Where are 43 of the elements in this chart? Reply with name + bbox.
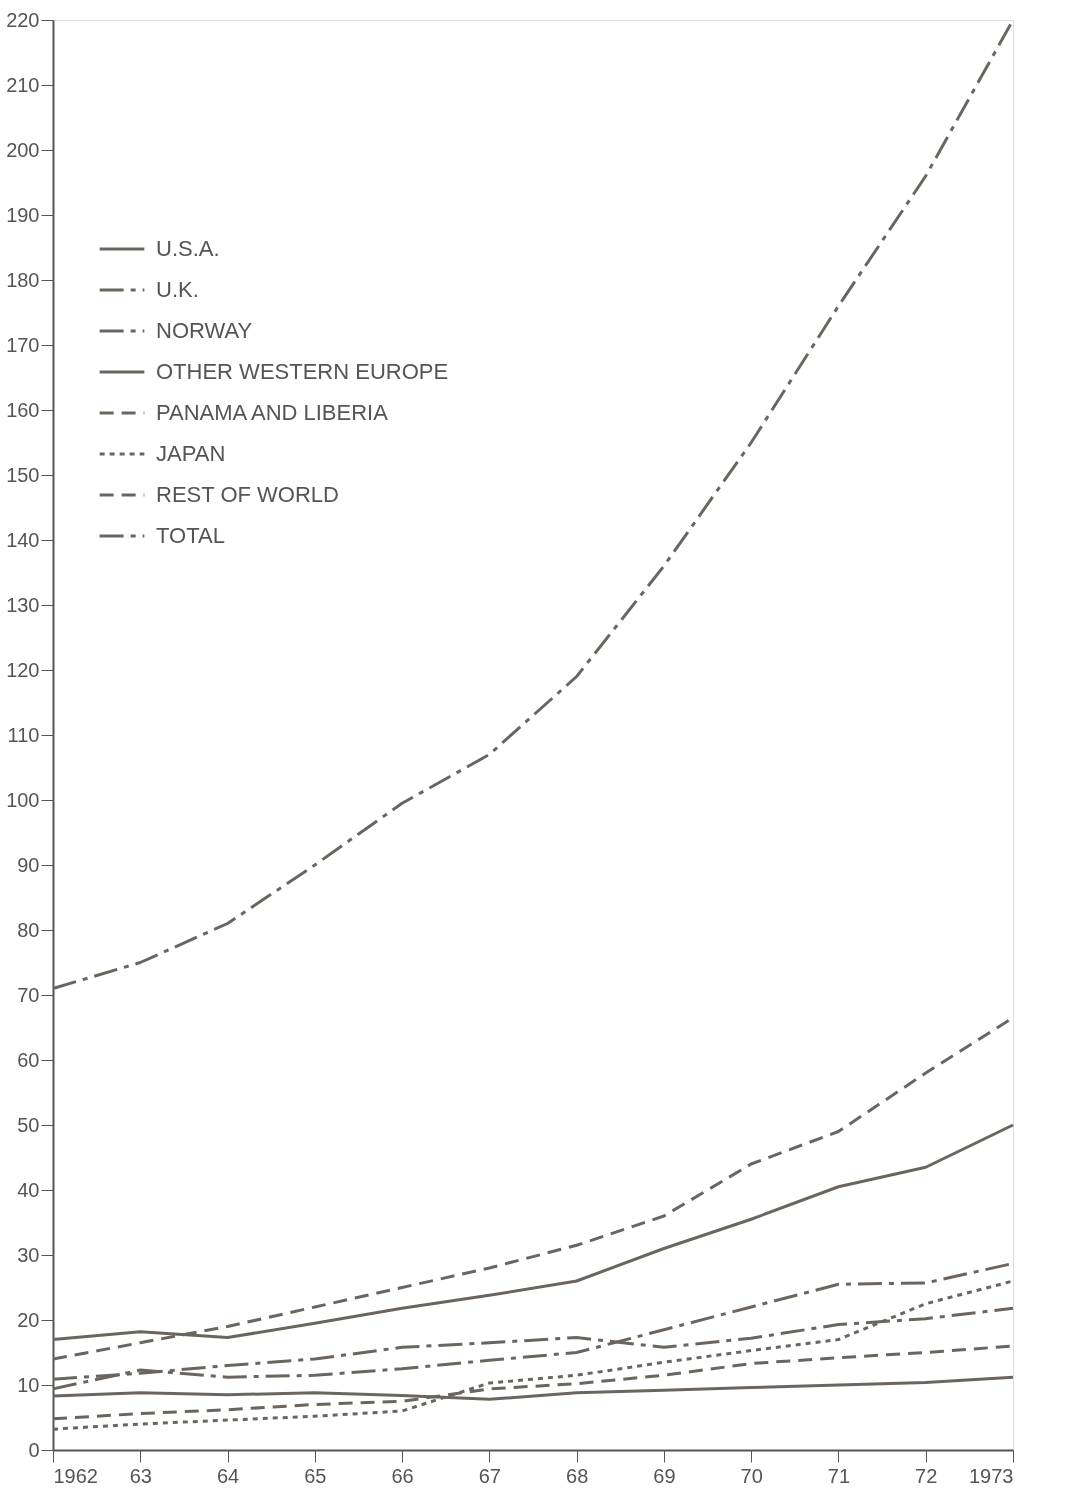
y-tick-label: 60 — [17, 1048, 40, 1071]
x-tick-label: 72 — [915, 1464, 938, 1487]
y-tick-label: 130 — [6, 593, 40, 616]
y-tick-label: 120 — [6, 658, 40, 681]
x-tick-label: 1973 — [969, 1464, 1014, 1487]
y-tick-label: 0 — [28, 1438, 40, 1461]
x-tick-label: 71 — [827, 1464, 851, 1487]
x-tick-label: 67 — [478, 1464, 501, 1487]
y-tick-label: 100 — [6, 788, 40, 811]
y-tick-label: 220 — [6, 8, 40, 31]
x-tick-label: 70 — [740, 1464, 763, 1487]
y-tick-label: 210 — [6, 73, 40, 96]
x-tick-label: 68 — [566, 1464, 589, 1487]
y-tick-label: 160 — [6, 398, 40, 421]
y-tick-label: 170 — [6, 333, 40, 356]
legend-label: JAPAN — [156, 441, 226, 466]
y-tick-label: 190 — [6, 203, 40, 226]
legend-label: PANAMA AND LIBERIA — [156, 400, 389, 425]
x-tick-label: 64 — [216, 1464, 240, 1487]
x-tick-label: 65 — [304, 1464, 327, 1487]
y-tick-label: 10 — [17, 1373, 40, 1396]
y-tick-label: 40 — [17, 1178, 40, 1201]
legend-label: REST OF WORLD — [156, 482, 339, 507]
y-tick-label: 50 — [17, 1113, 40, 1136]
legend-label: TOTAL — [156, 523, 225, 548]
x-tick-label: 66 — [391, 1464, 414, 1487]
legend-label: U.S.A. — [156, 236, 220, 261]
y-tick-label: 150 — [6, 463, 40, 486]
x-tick-label: 69 — [653, 1464, 676, 1487]
y-tick-label: 140 — [6, 528, 40, 551]
y-tick-label: 110 — [7, 723, 40, 746]
y-tick-label: 180 — [6, 268, 40, 291]
y-tick-label: 70 — [17, 983, 40, 1006]
x-tick-label: 63 — [129, 1464, 152, 1487]
y-tick-label: 80 — [17, 918, 40, 941]
y-tick-label: 20 — [17, 1308, 40, 1331]
y-tick-label: 30 — [17, 1243, 40, 1266]
x-tick-label: 1962 — [53, 1464, 98, 1487]
legend-label: OTHER WESTERN EUROPE — [156, 359, 449, 384]
y-tick-label: 200 — [6, 138, 40, 161]
legend-label: U.K. — [156, 277, 199, 302]
legend-label: NORWAY — [156, 318, 253, 343]
y-tick-label: 90 — [17, 853, 40, 876]
